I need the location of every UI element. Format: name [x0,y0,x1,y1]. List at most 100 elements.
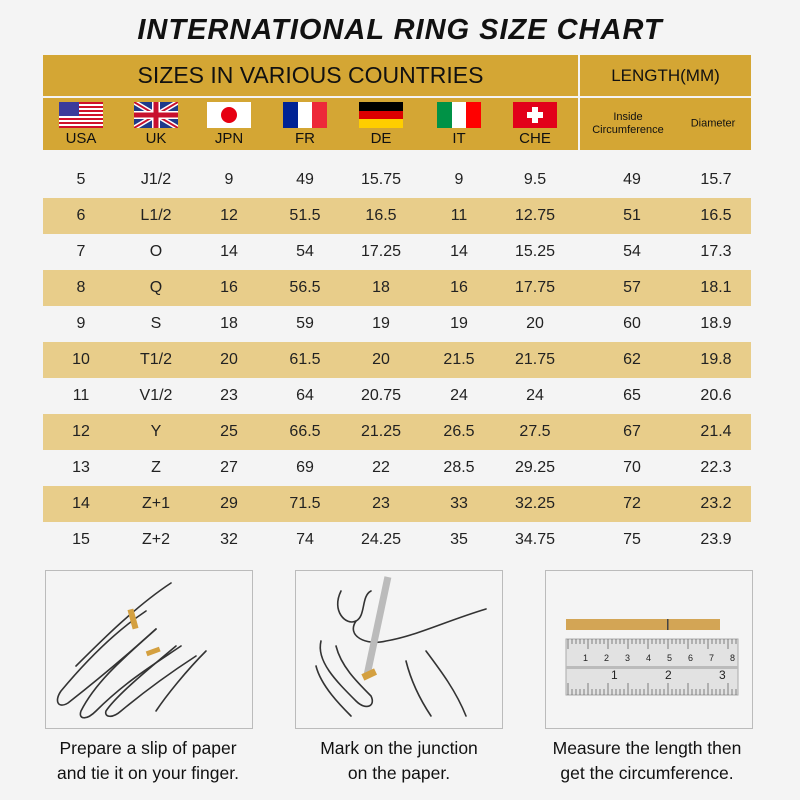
ruler-label: 3 [719,668,726,682]
table-cell: 34.75 [514,531,556,548]
table-cell: 15.75 [360,171,402,188]
country-label: DE [370,130,392,147]
table-header: SIZES IN VARIOUS COUNTRIES LENGTH(MM) US… [43,55,751,150]
table-row: 13 Z 27 69 22 28.5 29.25 70 22.3 [43,450,751,486]
inside-circumference-label: Inside Circumference [592,111,664,136]
table-cell: 54 [623,243,641,260]
table-cell: 28.5 [443,459,475,476]
table-cell: Z+1 [141,495,171,512]
table-cell: 23.9 [700,531,732,548]
table-cell: 49 [623,171,641,188]
france-flag-icon [283,102,327,128]
table-cell: 26.5 [443,423,475,440]
table-cell: 17.75 [514,279,556,296]
table-cell: 65 [623,387,641,404]
table-cell: 17.3 [700,243,732,260]
divider [43,96,751,98]
table-cell: 49 [296,171,314,188]
page-title: INTERNATIONAL RING SIZE CHART [137,14,663,46]
ruler-label: 2 [604,653,609,663]
table-cell: 11 [72,387,90,404]
table-cell: S [150,315,162,332]
ruler-label: 4 [646,653,651,663]
country-label: UK [145,130,167,147]
ruler-label: 2 [665,668,672,682]
table-cell: 71.5 [289,495,321,512]
step-image-mark-junction [295,570,503,729]
step-2-caption: Mark on the junction on the paper. [269,736,529,786]
ruler-illustration: 1 2 3 4 5 6 7 81 2 3 [565,619,739,696]
table-cell: V1/2 [139,387,173,404]
caption-line: Mark on the junction [320,738,478,758]
table-cell: 32 [220,531,238,548]
table-cell: 66.5 [289,423,321,440]
hand-with-paper-illustration [56,582,207,719]
ruler-label: 6 [688,653,693,663]
table-cell: 18 [372,279,390,296]
table-cell: J1/2 [140,171,172,188]
table-cell: 16 [220,279,238,296]
ruler-label: 1 [583,653,588,663]
table-cell: 20 [526,315,544,332]
table-cell: 20 [220,351,238,368]
table-cell: 29.25 [514,459,556,476]
country-label: USA [65,130,97,147]
table-cell: 16.5 [365,207,397,224]
table-cell: 20 [372,351,390,368]
us-flag-icon [59,102,103,128]
country-label: IT [452,130,466,147]
country-label: JPN [214,130,244,147]
table-cell: 16.5 [700,207,732,224]
table-cell: 9 [454,171,464,188]
table-cell: 19 [450,315,468,332]
hand-marking-paper-illustration [315,576,487,717]
table-cell: Y [150,423,162,440]
table-cell: 70 [623,459,641,476]
table-cell: 61.5 [289,351,321,368]
table-cell: Z [151,459,161,476]
table-cell: 9 [224,171,234,188]
table-cell: Q [149,279,163,296]
country-label: FR [295,130,315,147]
table-cell: 14 [450,243,468,260]
table-row: 12 Y 25 66.5 21.25 26.5 27.5 67 21.4 [43,414,751,450]
table-cell: 54 [296,243,314,260]
table-cell: 23.2 [700,495,732,512]
table-cell: 69 [296,459,314,476]
ruler-label: 3 [625,653,630,663]
table-cell: Z+2 [141,531,171,548]
table-cell: 25 [220,423,238,440]
table-cell: 7 [76,243,86,260]
table-cell: 15.25 [514,243,556,260]
table-cell: 62 [623,351,641,368]
table-row: 9 S 18 59 19 19 20 60 18.9 [43,306,751,342]
table-cell: 75 [623,531,641,548]
table-cell: 22.3 [700,459,732,476]
table-cell: 24.25 [360,531,402,548]
table-cell: 22 [372,459,390,476]
table-cell: 6 [76,207,86,224]
table-cell: 14 [72,495,90,512]
table-cell: 24 [526,387,544,404]
caption-line: Prepare a slip of paper [59,738,237,758]
table-cell: 57 [623,279,641,296]
table-row: 7 O 14 54 17.25 14 15.25 54 17.3 [43,234,751,270]
ruler-label: 1 [611,668,618,682]
table-cell: 23 [372,495,390,512]
step-1-caption: Prepare a slip of paper and tie it on yo… [18,736,278,786]
table-cell: 9 [76,315,86,332]
table-cell: 74 [296,531,314,548]
caption-line: and tie it on your finger. [57,763,239,783]
sizes-heading: SIZES IN VARIOUS COUNTRIES [137,62,484,88]
italy-flag-icon [437,102,481,128]
table-cell: 20.75 [360,387,402,404]
table-row: 10 T1/2 20 61.5 20 21.5 21.75 62 19.8 [43,342,751,378]
table-cell: 18.1 [700,279,732,296]
table-cell: 51 [623,207,641,224]
table-cell: 8 [76,279,86,296]
table-cell: O [149,243,163,260]
table-cell: 18.9 [700,315,732,332]
table-cell: 12 [220,207,238,224]
table-cell: 21.25 [360,423,402,440]
